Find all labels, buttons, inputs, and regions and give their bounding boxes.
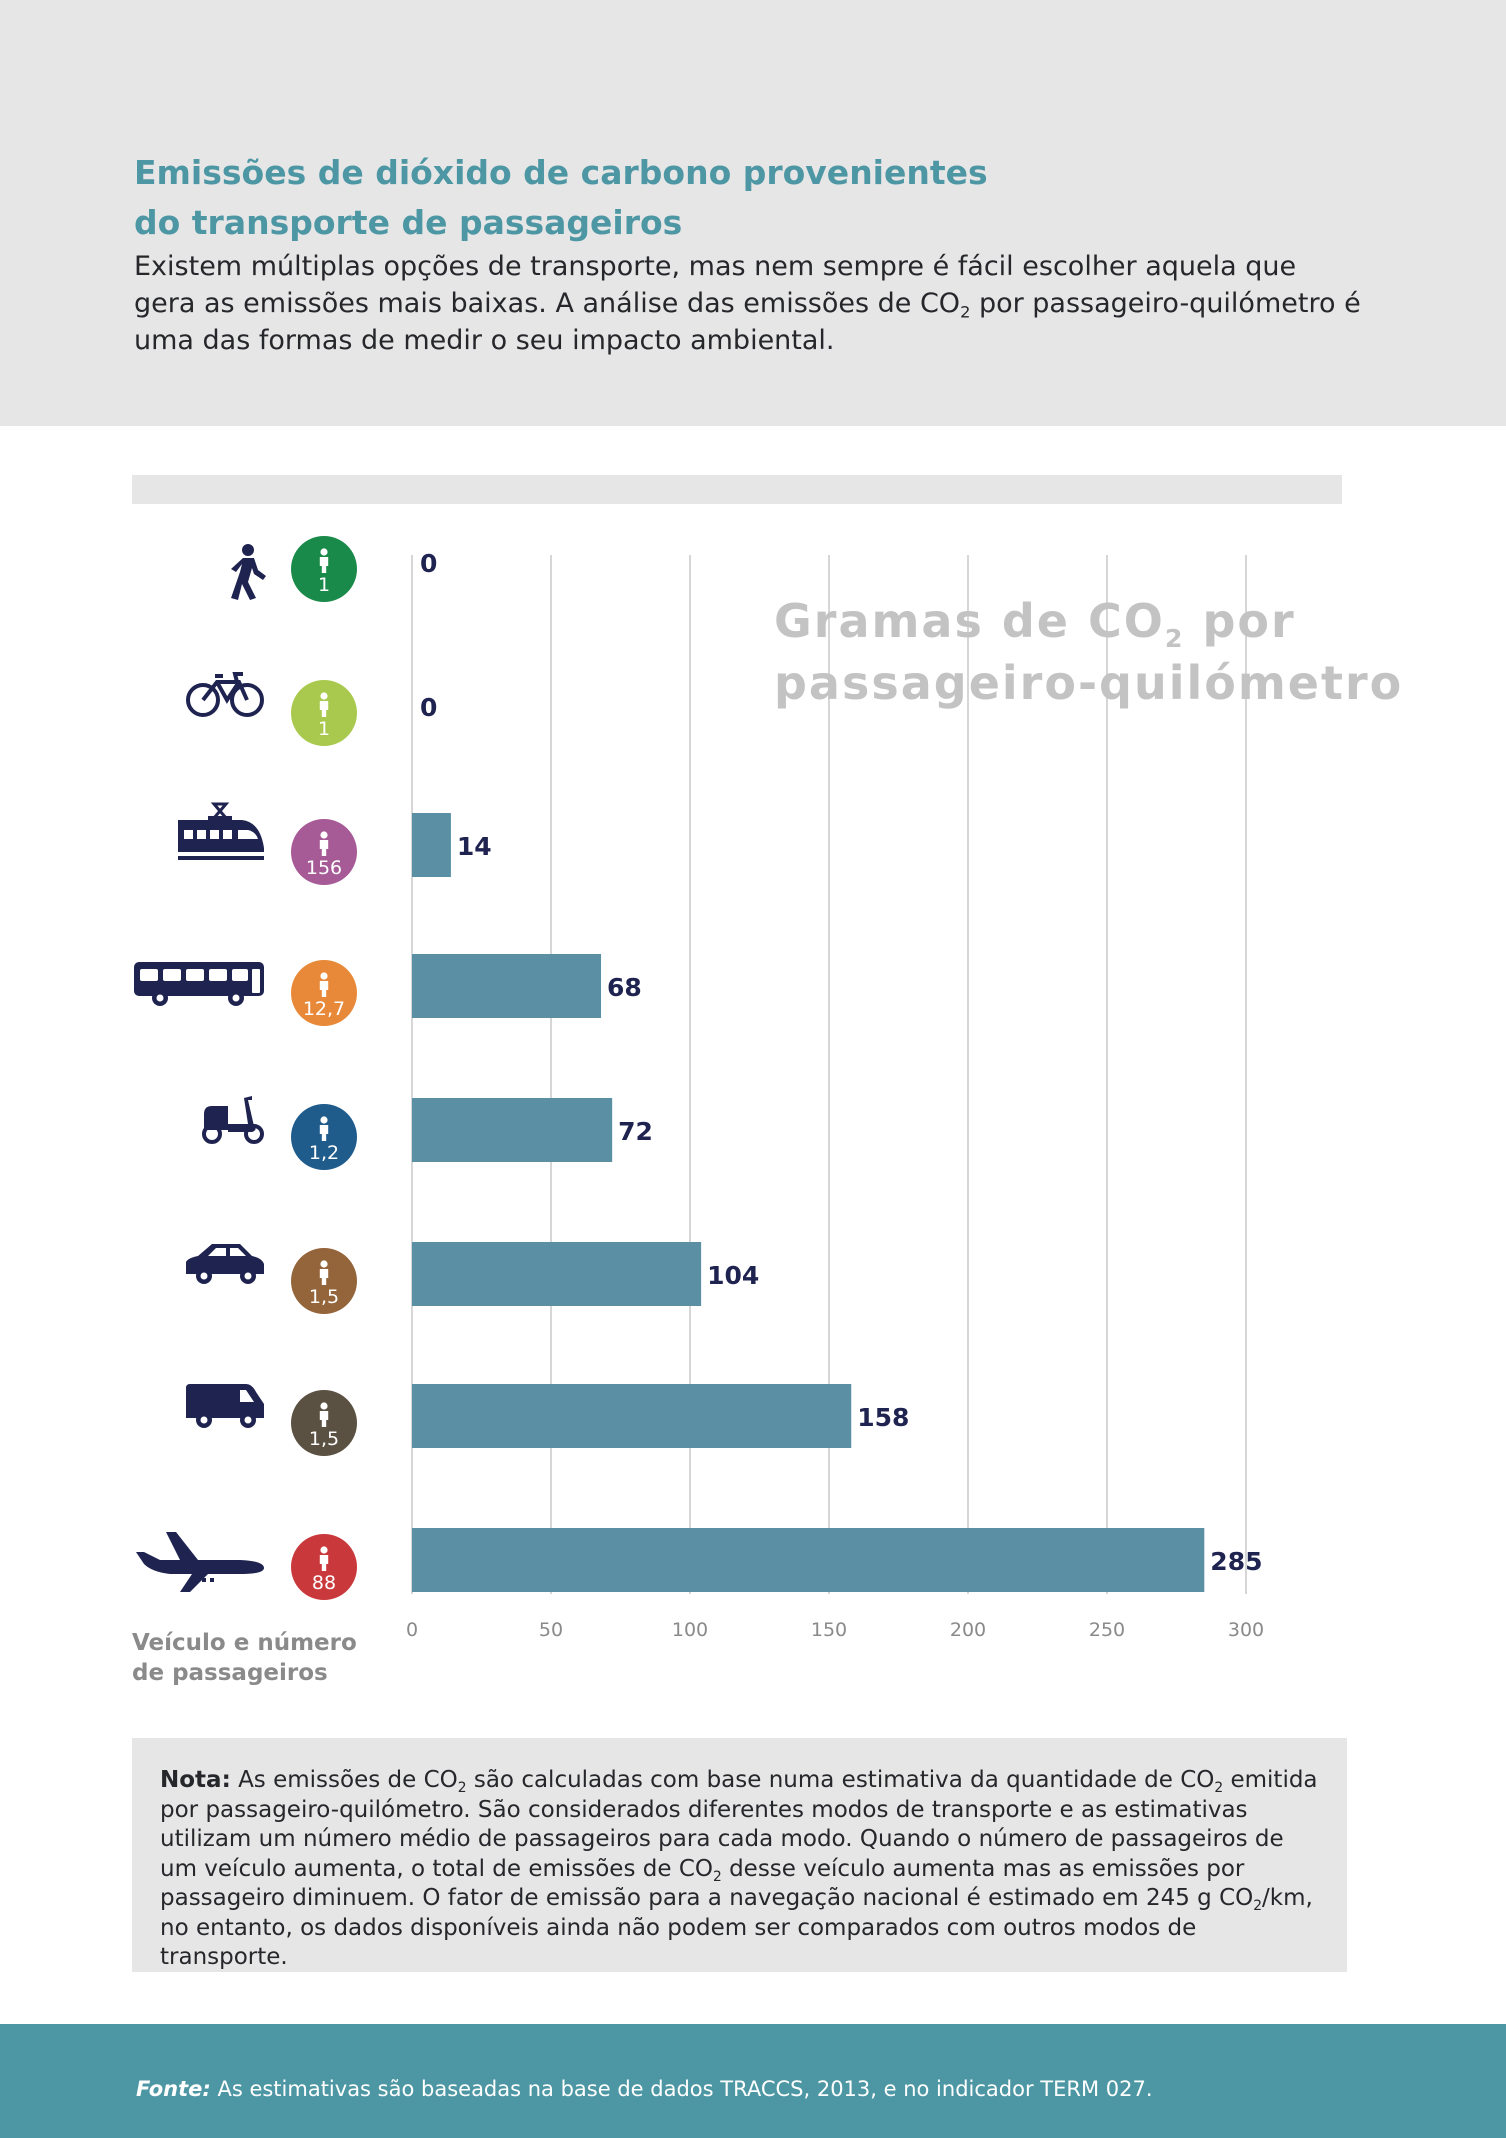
page-title: Emissões de dióxido de carbono provenien… (134, 148, 1234, 248)
passenger-badge: 1 (291, 536, 357, 602)
x-tick-label: 0 (406, 1619, 418, 1641)
emissions-bar-chart: 0 50 100 150 200 250 300 0 0 14 68 72 104 158 285 (134, 536, 1264, 1641)
note-part-4: desse veículo aumenta mas as emissões po… (160, 1855, 1254, 1912)
title-line-2: do transporte de passageiros (134, 203, 683, 242)
source-text: Fonte: As estimativas são baseadas na ba… (136, 2077, 1153, 2101)
passenger-badge: 156 (291, 819, 357, 885)
bar (412, 1384, 852, 1448)
bar-value-label: 104 (707, 1261, 759, 1290)
x-tick-label: 50 (539, 1619, 563, 1641)
passenger-badge: 1,5 (291, 1248, 357, 1314)
x-tick-label: 150 (811, 1619, 847, 1641)
bar-value-label: 285 (1210, 1547, 1262, 1576)
passenger-badge: 12,7 (291, 960, 357, 1026)
intro-text: Existem múltiplas opções de transporte, … (134, 248, 1364, 359)
bar-value-label: 68 (607, 973, 642, 1002)
passenger-count: 156 (306, 857, 342, 879)
train-icon (178, 802, 264, 860)
bicycle-icon (186, 672, 264, 717)
x-tick-label: 200 (950, 1619, 986, 1641)
bar (412, 1098, 613, 1162)
passenger-count: 1,5 (309, 1286, 339, 1308)
note-part-1: As emissões de CO (230, 1767, 458, 1793)
note-part-2: são calculadas com base numa estimativa … (466, 1767, 1215, 1793)
passenger-badge: 1,5 (291, 1390, 357, 1456)
y-axis-label-line-2: de passageiros (132, 1660, 328, 1686)
source-body: As estimativas são baseadas na base de d… (210, 2077, 1153, 2101)
x-tick-label: 250 (1089, 1619, 1125, 1641)
bar-value-label: 72 (618, 1117, 653, 1146)
passenger-badge: 1 (291, 680, 357, 746)
y-axis-label-line-1: Veículo e número (132, 1630, 357, 1656)
chart-title: Gramas de CO2 por passageiro-quilómetro (774, 590, 1434, 714)
passenger-count: 1 (318, 574, 330, 596)
bar-value-label: 14 (457, 832, 492, 861)
note-part-3: emitida por passageiro-quilómetro. São c… (160, 1767, 1318, 1882)
footer-panel: Fonte: As estimativas são baseadas na ba… (0, 2024, 1506, 2138)
y-axis-label: Veículo e número de passageiros (132, 1628, 372, 1688)
bar-value-label: 158 (857, 1403, 909, 1432)
note-sub-1: 2 (457, 1779, 467, 1796)
bar-value-label: 0 (420, 693, 437, 722)
bar (412, 813, 451, 877)
chart-title-subscript: 2 (1164, 624, 1185, 654)
airplane-icon (136, 1532, 264, 1592)
note-sub-2: 2 (1214, 1779, 1224, 1796)
chart-title-part-2: por passageiro-quilómetro (774, 594, 1404, 710)
header-panel: Emissões de dióxido de carbono provenien… (0, 0, 1506, 426)
chart-top-bar (132, 475, 1342, 504)
bar (412, 1242, 702, 1306)
walking-icon (231, 544, 266, 600)
source-label: Fonte: (136, 2077, 211, 2101)
passenger-badge: 88 (291, 1534, 357, 1600)
note-box: Nota: As emissões de CO2 são calculadas … (132, 1738, 1347, 1972)
bar-value-label: 0 (420, 549, 437, 578)
title-line-1: Emissões de dióxido de carbono provenien… (134, 153, 988, 192)
passenger-count: 1,5 (309, 1428, 339, 1450)
passenger-badge: 1,2 (291, 1104, 357, 1170)
scooter-icon (202, 1096, 264, 1144)
x-tick-label: 100 (672, 1619, 708, 1641)
intro-part-2: por passageiro-quilómetro é uma das form… (134, 288, 1361, 356)
passenger-count: 1 (318, 718, 330, 740)
car-icon (186, 1244, 264, 1284)
bar (412, 1528, 1205, 1592)
intro-part-1: Existem múltiplas opções de transporte, … (134, 251, 1297, 319)
van-icon (186, 1384, 264, 1428)
x-tick-label: 300 (1228, 1619, 1264, 1641)
note-label: Nota: (160, 1767, 231, 1793)
passenger-count: 1,2 (309, 1142, 339, 1164)
bus-icon (134, 962, 264, 1006)
intro-subscript: 2 (960, 302, 971, 322)
passenger-count: 88 (312, 1572, 336, 1594)
note-part-5: /km, no entanto, os dados disponíveis ai… (160, 1885, 1313, 1970)
note-sub-3: 2 (712, 1868, 722, 1885)
passenger-count: 12,7 (303, 998, 345, 1020)
bar (412, 954, 602, 1018)
chart-title-part-1: Gramas de CO (774, 594, 1165, 648)
note-sub-4: 2 (1253, 1897, 1263, 1914)
